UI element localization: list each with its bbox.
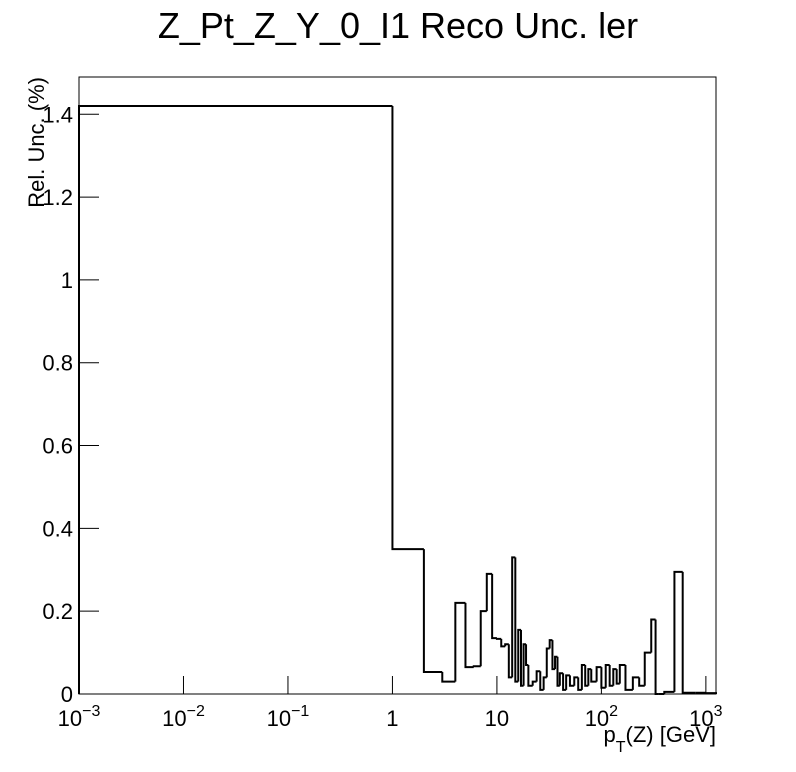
x-tick-base: 10 (585, 706, 609, 731)
histogram-bin (562, 673, 567, 691)
chart-title: Z_Pt_Z_Y_0_I1 Reco Unc. ler (158, 5, 638, 46)
histogram-bin (631, 676, 640, 690)
histogram-bin (472, 665, 481, 668)
plot-frame (78, 76, 717, 695)
histogram-bin (545, 647, 550, 678)
x-tick-exp: 3 (714, 703, 723, 720)
histogram-bin (535, 670, 541, 682)
histogram-bin (577, 677, 582, 691)
histogram-bin (587, 668, 592, 686)
histogram-bin (479, 610, 487, 667)
x-tick-base: 10 (58, 706, 82, 731)
x-tick-label: 1 (386, 706, 398, 731)
histogram-bin (504, 643, 509, 647)
histogram-bin (391, 105, 424, 551)
histogram-bin (615, 669, 620, 685)
histogram-bin (539, 671, 544, 691)
y-tick-label: 0.8 (42, 351, 73, 376)
histogram-bin (495, 637, 502, 640)
histogram-bin (78, 104, 393, 694)
histogram-bin (542, 676, 547, 690)
histogram-bin (595, 666, 602, 682)
histogram-bin (584, 665, 589, 687)
histogram-bin (650, 618, 656, 653)
y-tick-label: 0 (61, 682, 73, 707)
histogram-bin (573, 676, 579, 686)
x-tick-label: 10−1 (267, 703, 310, 731)
histogram-bin (491, 573, 497, 640)
histogram-bin (643, 651, 652, 686)
x-tick-label: 10−3 (58, 703, 101, 731)
histogram-bin (485, 572, 493, 612)
histogram-bin (565, 674, 570, 690)
x-tick-label: 102 (585, 703, 618, 731)
histogram-bin (500, 638, 506, 648)
x-tick-exp: −1 (291, 703, 309, 720)
histogram-bin (704, 692, 717, 695)
histogram-bin (638, 677, 645, 687)
y-tick-label: 1 (61, 268, 73, 293)
histogram-bin (681, 571, 696, 694)
y-tick-label: 0.4 (42, 516, 73, 541)
y-tick-label: 1.4 (42, 102, 73, 127)
histogram-bin (663, 690, 675, 694)
x-axis-title-rest: (Z) [GeV] (626, 722, 716, 747)
histogram-bin (604, 664, 610, 688)
x-tick-exp: 2 (609, 703, 618, 720)
x-tick-label: 10 (485, 706, 509, 731)
y-tick-label: 1.2 (42, 185, 73, 210)
histogram-bin (590, 669, 597, 683)
x-tick-label: 103 (689, 703, 722, 731)
x-axis-title-sub: T (616, 739, 626, 756)
y-tick-label: 0.6 (42, 434, 73, 459)
histogram-bin (654, 619, 659, 695)
histogram-bin (525, 644, 529, 667)
histogram-bin (527, 665, 533, 687)
histogram-bin (464, 602, 474, 669)
x-tick-base: 1 (386, 706, 398, 731)
x-tick-base: 10 (689, 706, 713, 731)
histogram-bin (422, 549, 443, 674)
histogram-bin (517, 628, 521, 682)
histogram-bin (454, 601, 466, 682)
histogram-bin (511, 556, 516, 678)
histogram-bin (507, 644, 513, 679)
histogram-bin (608, 665, 614, 687)
y-tick-label: 0.2 (42, 599, 73, 624)
histogram-bin (612, 668, 617, 686)
histogram-bin (600, 667, 606, 689)
x-axis-title: pT(Z) [GeV] (604, 722, 716, 756)
histogram-bin (558, 672, 564, 686)
x-tick-base: 10 (267, 706, 291, 731)
x-tick-base: 10 (485, 706, 509, 731)
x-tick-exp: −3 (82, 703, 100, 720)
histogram-bin (618, 664, 626, 684)
histogram-bin (531, 680, 537, 686)
y-axis-title: Rel. Unc. (%) (24, 77, 49, 208)
x-tick-base: 10 (162, 706, 186, 731)
x-axis-title-main: p (604, 722, 616, 747)
histogram-bin (441, 672, 456, 683)
histogram-bin (624, 665, 633, 691)
x-tick-label: 10−2 (162, 703, 205, 731)
histogram-bin (673, 570, 683, 692)
x-tick-exp: −2 (187, 703, 205, 720)
histogram-bin (568, 675, 575, 687)
histogram-bin (580, 664, 586, 690)
